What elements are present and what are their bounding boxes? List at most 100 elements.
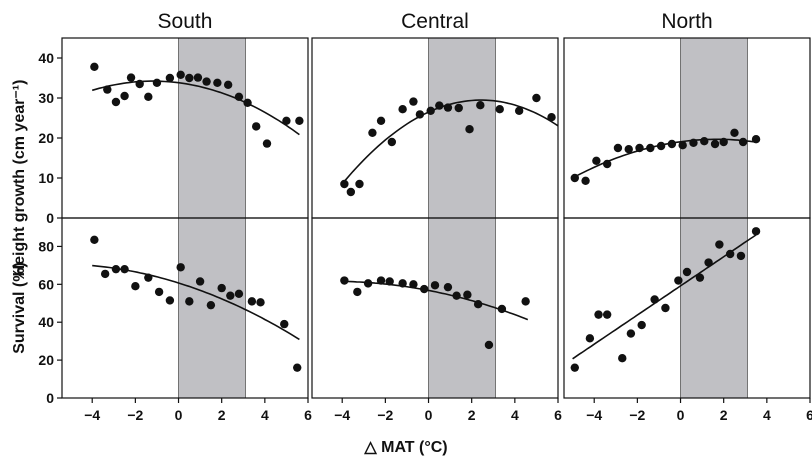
y-tick-label: 10 — [38, 170, 54, 186]
x-tick-label: 2 — [720, 407, 728, 423]
shaded-band-survival-north — [680, 217, 748, 399]
data-point-survival-north — [704, 258, 713, 267]
x-tick-label: 2 — [218, 407, 226, 423]
data-point-survival-north — [682, 267, 692, 277]
panel-frame-survival-central — [311, 217, 559, 399]
data-point-survival-central — [340, 276, 349, 285]
data-point-height_growth-south — [282, 116, 291, 126]
x-tick-label: 6 — [304, 407, 312, 423]
data-point-height_growth-central — [443, 103, 453, 112]
x-tick-label: −4 — [84, 407, 100, 423]
data-point-height_growth-south — [103, 85, 112, 94]
x-axis-label: △ MAT (°C) — [363, 439, 447, 456]
data-point-survival-central — [443, 282, 453, 292]
data-point-height_growth-central — [435, 101, 444, 110]
data-point-height_growth-north — [656, 141, 666, 151]
data-point-survival-north — [715, 240, 724, 249]
data-point-survival-north — [751, 227, 761, 236]
x-tick-label: 6 — [806, 407, 812, 423]
data-point-height_growth-south — [90, 62, 99, 71]
data-point-survival-north — [585, 334, 595, 343]
data-point-height_growth-central — [409, 97, 418, 106]
data-point-height_growth-central — [514, 106, 524, 116]
data-point-survival-south — [90, 235, 99, 244]
data-point-survival-central — [484, 340, 494, 350]
shaded-band-height_growth-south — [178, 37, 246, 219]
data-point-survival-central — [420, 284, 429, 294]
y-tick-label: 80 — [38, 238, 54, 254]
data-point-height_growth-north — [738, 137, 748, 147]
data-point-height_growth-south — [252, 122, 261, 131]
data-point-height_growth-south — [213, 78, 222, 88]
data-point-height_growth-central — [346, 187, 356, 197]
x-tick-label: −2 — [127, 407, 143, 423]
data-point-survival-central — [385, 277, 394, 286]
data-point-survival-north — [618, 354, 627, 363]
data-point-survival-south — [185, 297, 194, 306]
data-point-height_growth-north — [592, 156, 601, 165]
data-point-height_growth-central — [454, 103, 463, 113]
data-point-survival-south — [256, 298, 265, 307]
data-point-height_growth-north — [678, 141, 687, 150]
x-tick-label: 6 — [554, 407, 562, 423]
column-title-south: South — [158, 10, 213, 33]
text-layer: 0 10 20 30 40 0 20 40 60 80 −4 −2 0 2 4 6 −4 −2 0 2 4 6 −4 −2 0 2… — [11, 10, 812, 456]
data-point-height_growth-south — [120, 91, 129, 101]
data-point-height_growth-south — [111, 97, 121, 107]
x-tick-label: 4 — [763, 407, 771, 423]
panel-frame-survival-north — [563, 217, 811, 399]
data-point-height_growth-south — [202, 77, 211, 86]
data-point-survival-south — [247, 297, 257, 306]
data-point-survival-south — [293, 363, 302, 372]
data-point-survival-south — [176, 263, 185, 272]
data-point-survival-south — [100, 269, 110, 279]
data-point-height_growth-north — [570, 173, 579, 183]
data-point-height_growth-central — [415, 110, 425, 119]
data-point-survival-central — [497, 304, 507, 314]
data-point-survival-north — [637, 320, 646, 330]
data-point-survival-north — [674, 276, 683, 285]
fit-curve-survival-north — [572, 234, 757, 360]
data-point-survival-north — [736, 251, 746, 261]
y-axis-label-height-growth: Height growth (cm year⁻¹) — [11, 80, 28, 277]
data-point-height_growth-south — [152, 78, 162, 88]
shaded-band-height_growth-north — [680, 37, 748, 219]
data-point-height_growth-south — [165, 73, 175, 83]
data-point-height_growth-north — [710, 139, 720, 149]
data-point-height_growth-south — [223, 80, 233, 90]
data-point-height_growth-north — [689, 138, 698, 147]
data-point-survival-south — [120, 264, 129, 274]
frame-layer — [57, 37, 811, 403]
data-point-survival-central — [409, 280, 418, 289]
data-point-height_growth-south — [234, 92, 244, 102]
data-point-height_growth-south — [135, 79, 144, 89]
y-axis-label-survival: Survival (%) — [11, 262, 28, 354]
data-point-survival-north — [695, 273, 705, 282]
data-point-survival-south — [154, 287, 164, 297]
x-tick-label: 2 — [468, 407, 476, 423]
data-point-height_growth-south — [185, 73, 194, 83]
data-point-survival-south — [195, 277, 205, 286]
shaded-band-height_growth-central — [428, 37, 496, 219]
data-point-survival-south — [217, 283, 226, 293]
x-tick-label: 0 — [175, 407, 183, 423]
data-point-height_growth-south — [126, 73, 136, 82]
x-tick-label: 4 — [511, 407, 519, 423]
data-point-height_growth-north — [581, 176, 590, 185]
y-tick-label: 60 — [38, 276, 54, 292]
data-point-survival-central — [430, 281, 440, 290]
data-point-height_growth-south — [176, 70, 185, 80]
data-point-survival-north — [650, 295, 659, 304]
data-point-survival-central — [521, 297, 530, 306]
data-point-height_growth-central — [376, 116, 386, 126]
data-point-height_growth-central — [398, 105, 407, 114]
y-tick-label: 20 — [38, 352, 54, 368]
data-point-height_growth-central — [387, 137, 397, 147]
y-tick-label: 20 — [38, 130, 54, 146]
data-point-survival-central — [398, 279, 407, 288]
data-point-height_growth-central — [355, 179, 364, 189]
y-tick-label: 0 — [46, 390, 54, 406]
data-point-survival-north — [725, 249, 735, 259]
data-point-height_growth-central — [465, 125, 474, 134]
